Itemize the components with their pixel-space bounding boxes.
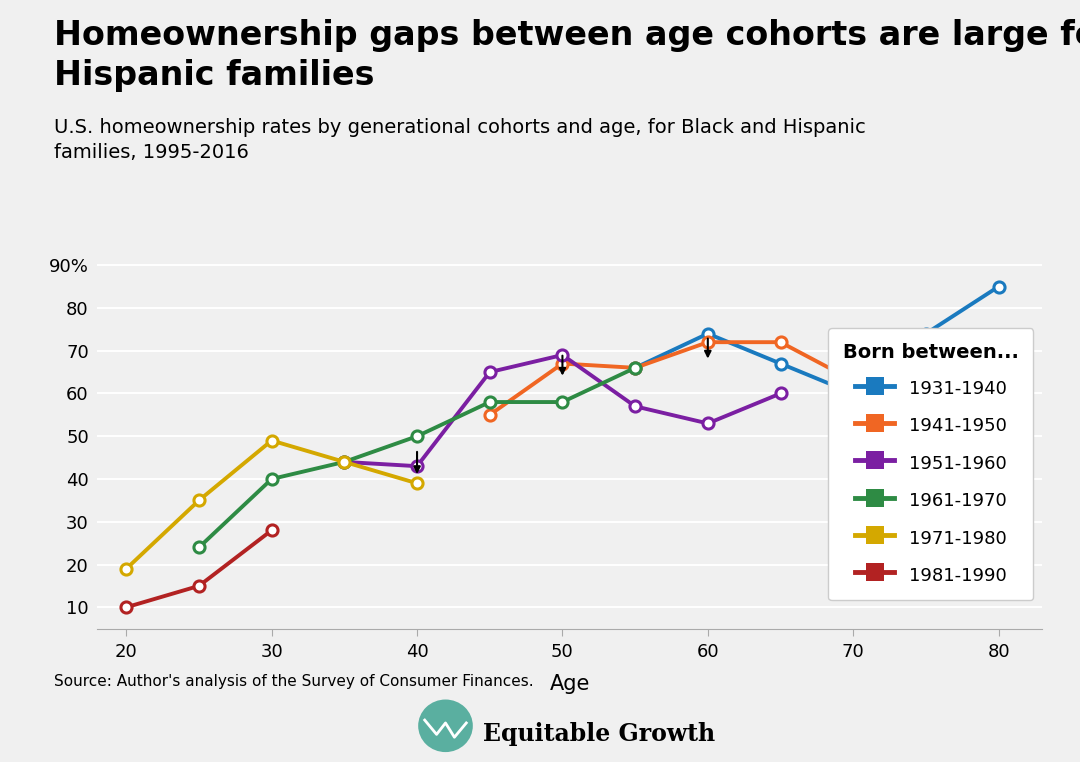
Text: U.S. homeownership rates by generational cohorts and age, for Black and Hispanic: U.S. homeownership rates by generational… [54,118,866,162]
Legend: 1931-1940, 1941-1950, 1951-1960, 1961-1970, 1971-1980, 1981-1990: 1931-1940, 1941-1950, 1951-1960, 1961-19… [828,328,1034,600]
X-axis label: Age: Age [550,674,590,694]
Text: Homeownership gaps between age cohorts are large for Black and
Hispanic families: Homeownership gaps between age cohorts a… [54,19,1080,91]
Text: Source: Author's analysis of the Survey of Consumer Finances.: Source: Author's analysis of the Survey … [54,674,534,690]
Circle shape [418,700,473,752]
Text: Equitable Growth: Equitable Growth [483,722,715,746]
